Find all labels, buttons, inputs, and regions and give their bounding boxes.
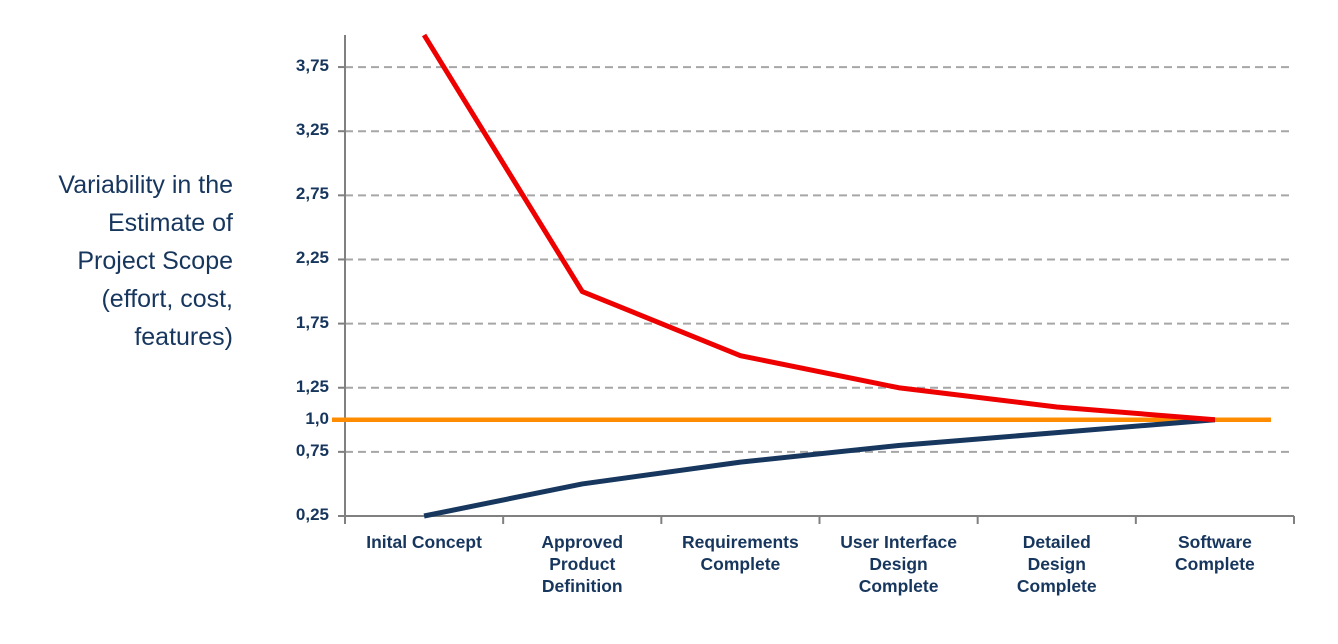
y-tick-label: 1,0 [305,408,329,428]
y-tick-label: 0,25 [295,505,329,524]
y-tick-label: 1,25 [295,376,329,396]
lower-estimate-line [423,417,1216,519]
y-axis-title: Variability in the Estimate of Project S… [58,171,233,351]
y-tick-label: 0,75 [295,440,329,460]
gridlines [345,66,1293,453]
x-category-label: User Interface Design Complete [840,532,957,596]
y-tick-label: 2,75 [295,184,329,204]
x-category-label: Approved Product Definition [541,532,624,596]
x-category-label: Software Complete [1175,532,1255,574]
y-tick-label: 1,75 [295,312,329,332]
x-category-label: Detailed Design Complete [1016,532,1097,596]
x-category-label: Inital Concept [366,532,482,552]
y-tick-label: 3,75 [295,56,329,76]
y-tick-label: 2,25 [295,248,329,268]
y-tick-label: 3,25 [295,120,329,140]
x-category-label: Requirements Complete [682,532,799,574]
upper-estimate-line [421,33,1216,423]
